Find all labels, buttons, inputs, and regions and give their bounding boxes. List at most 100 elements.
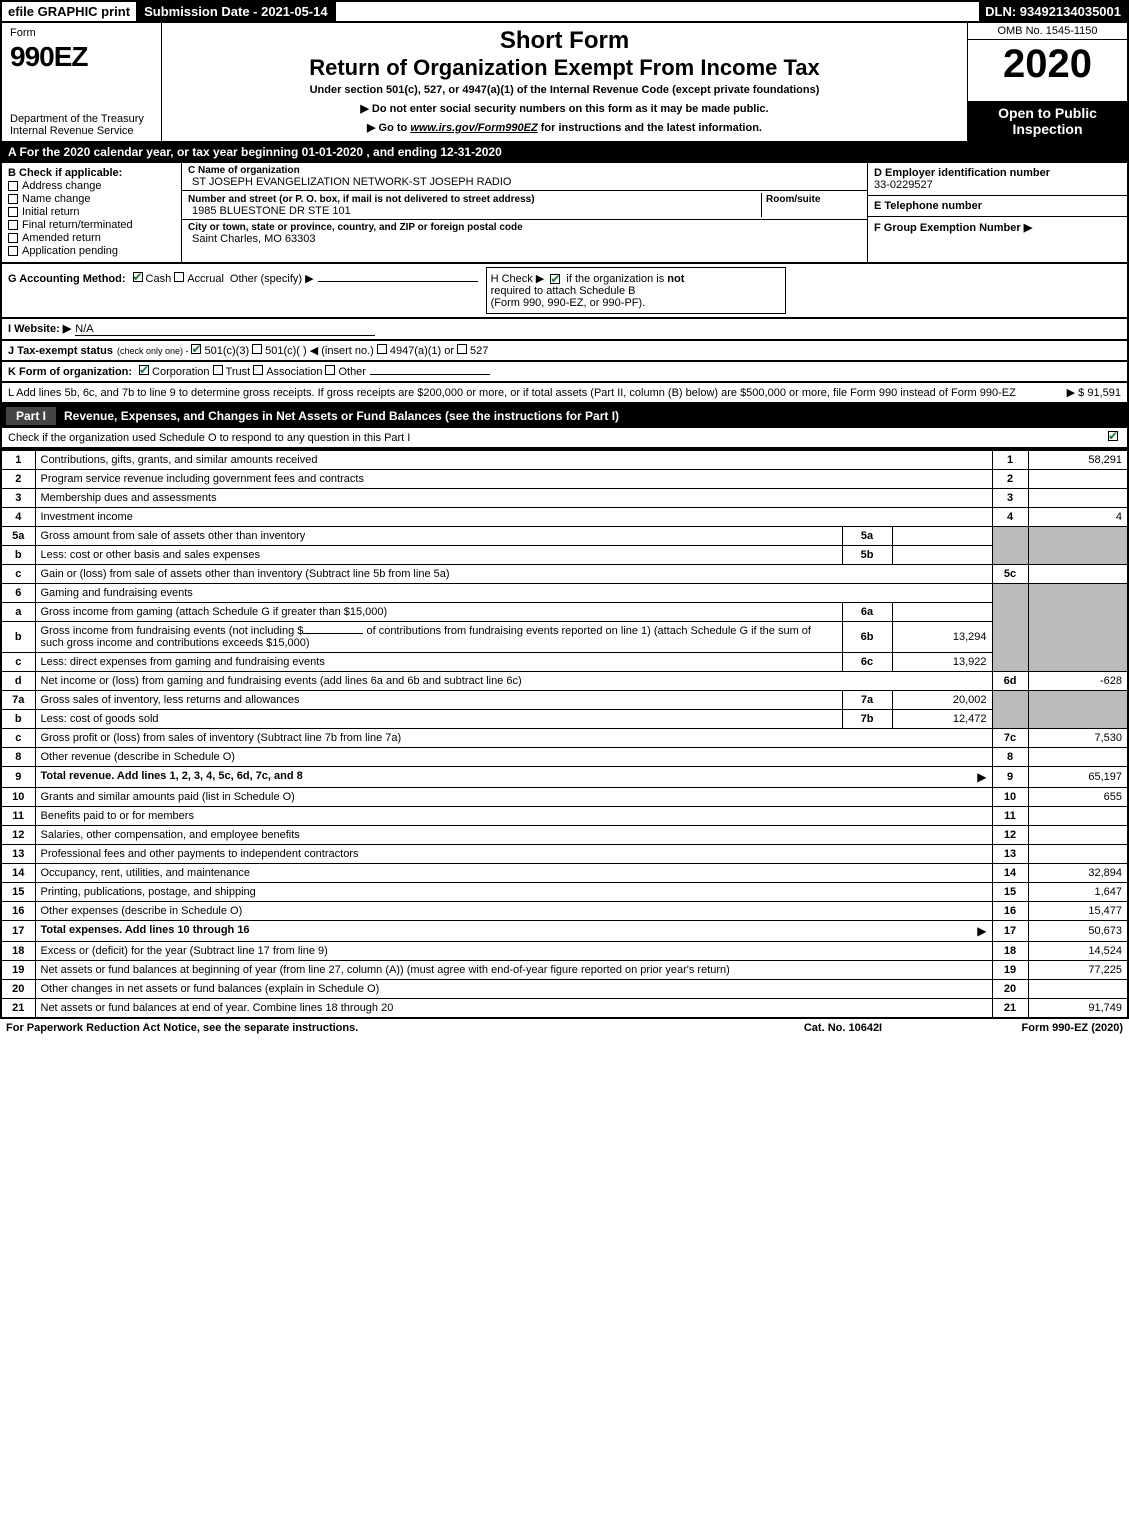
check-header: B Check if applicable: (8, 167, 175, 179)
row-l: L Add lines 5b, 6c, and 7b to line 9 to … (0, 383, 1129, 404)
table-row: cGain or (loss) from sale of assets othe… (1, 565, 1128, 584)
table-row: 5aGross amount from sale of assets other… (1, 527, 1128, 546)
table-row: 1Contributions, gifts, grants, and simil… (1, 450, 1128, 470)
footer-formno: Form 990-EZ (2020) (943, 1022, 1123, 1034)
g-accrual-checkbox[interactable] (174, 272, 184, 282)
val-21: 91,749 (1028, 999, 1128, 1019)
city-val: Saint Charles, MO 63303 (192, 233, 861, 245)
table-row: 14Occupancy, rent, utilities, and mainte… (1, 864, 1128, 883)
j-501c3-checkbox[interactable] (191, 344, 201, 354)
submission-date: Submission Date - 2021-05-14 (138, 2, 336, 21)
chk-final-return[interactable]: Final return/terminated (8, 219, 175, 231)
title-shortform: Short Form (500, 27, 629, 55)
k-other-checkbox[interactable] (325, 365, 335, 375)
k-trust-checkbox[interactable] (213, 365, 223, 375)
info-grid: B Check if applicable: Address change Na… (0, 163, 1129, 264)
addr-val: 1985 BLUESTONE DR STE 101 (192, 205, 351, 217)
part1-header: Part I Revenue, Expenses, and Changes in… (0, 404, 1129, 428)
g-other: Other (specify) ▶ (230, 272, 314, 285)
h-box: H Check ▶ if the organization is not req… (486, 267, 786, 314)
table-row: 15Printing, publications, postage, and s… (1, 883, 1128, 902)
e-tel-label: E Telephone number (874, 200, 1121, 212)
d-ein-val: 33-0229527 (874, 179, 1121, 191)
dln-label: DLN: 93492134035001 (979, 2, 1127, 21)
val-15: 1,647 (1028, 883, 1128, 902)
form-word: Form (10, 27, 153, 39)
k-other-field[interactable] (370, 374, 490, 375)
val-9: 65,197 (1028, 767, 1128, 788)
val-6c: 13,922 (892, 653, 992, 672)
table-row: 10Grants and similar amounts paid (list … (1, 788, 1128, 807)
g-other-field[interactable] (318, 281, 478, 282)
goto-link[interactable]: www.irs.gov/Form990EZ (410, 122, 537, 134)
tax-year: 2020 (968, 40, 1127, 101)
website-val: N/A (75, 323, 375, 336)
footer-left: For Paperwork Reduction Act Notice, see … (6, 1022, 743, 1034)
row-j: J Tax-exempt status (check only one) - 5… (0, 341, 1129, 362)
row-g-h: G Accounting Method: Cash Accrual Other … (0, 264, 1129, 319)
form-number: 990EZ (10, 41, 153, 73)
table-row: 4Investment income44 (1, 508, 1128, 527)
table-row: aGross income from gaming (attach Schedu… (1, 603, 1128, 622)
val-1: 58,291 (1028, 450, 1128, 470)
val-6b: 13,294 (892, 622, 992, 653)
table-row: bGross income from fundraising events (n… (1, 622, 1128, 653)
room-label: Room/suite (766, 194, 820, 205)
val-17: 50,673 (1028, 921, 1128, 942)
goto-post: for instructions and the latest informat… (541, 122, 762, 134)
val-14: 32,894 (1028, 864, 1128, 883)
val-7a: 20,002 (892, 691, 992, 710)
h-checkbox[interactable] (550, 274, 560, 284)
val-4: 4 (1028, 508, 1128, 527)
table-row: dNet income or (loss) from gaming and fu… (1, 672, 1128, 691)
part1-table: 1Contributions, gifts, grants, and simil… (0, 449, 1129, 1019)
h-text1: H Check ▶ (491, 273, 545, 285)
h-text2: if the organization is (566, 273, 664, 285)
val-16: 15,477 (1028, 902, 1128, 921)
table-row: 9Total revenue. Add lines 1, 2, 3, 4, 5c… (1, 767, 1128, 788)
j-4947-checkbox[interactable] (377, 344, 387, 354)
goto-pre: ▶ Go to (367, 122, 410, 134)
chk-application-pending[interactable]: Application pending (8, 245, 175, 257)
h-text4: (Form 990, 990-EZ, or 990-PF). (491, 297, 646, 309)
j-527-checkbox[interactable] (457, 344, 467, 354)
footer-catno: Cat. No. 10642I (743, 1022, 943, 1034)
k-corp-checkbox[interactable] (139, 365, 149, 375)
chk-initial-return[interactable]: Initial return (8, 206, 175, 218)
l-text: L Add lines 5b, 6c, and 7b to line 9 to … (8, 387, 1016, 399)
table-row: 18Excess or (deficit) for the year (Subt… (1, 942, 1128, 961)
form-header: Form 990EZ Department of the Treasury In… (0, 23, 1129, 143)
row-i: I Website: ▶ N/A (0, 319, 1129, 341)
k-assoc-checkbox[interactable] (253, 365, 263, 375)
chk-name-change[interactable]: Name change (8, 193, 175, 205)
part1-sub: Check if the organization used Schedule … (0, 428, 1129, 449)
open-public-inspection: Open to Public Inspection (968, 101, 1127, 141)
chk-address-change[interactable]: Address change (8, 180, 175, 192)
j-label: J Tax-exempt status (8, 345, 113, 357)
val-19: 77,225 (1028, 961, 1128, 980)
val-18: 14,524 (1028, 942, 1128, 961)
g-label: G Accounting Method: (8, 273, 126, 285)
org-name: ST JOSEPH EVANGELIZATION NETWORK-ST JOSE… (192, 176, 861, 188)
part1-tag: Part I (6, 407, 56, 425)
table-row: 7aGross sales of inventory, less returns… (1, 691, 1128, 710)
schedule-o-checkbox[interactable] (1108, 431, 1118, 441)
g-accrual: Accrual (187, 273, 224, 285)
table-row: 12Salaries, other compensation, and empl… (1, 826, 1128, 845)
table-row: bLess: cost of goods sold7b12,472 (1, 710, 1128, 729)
table-row: 13Professional fees and other payments t… (1, 845, 1128, 864)
table-row: 20Other changes in net assets or fund ba… (1, 980, 1128, 999)
department-label: Department of the Treasury Internal Reve… (10, 113, 153, 137)
table-row: 21Net assets or fund balances at end of … (1, 999, 1128, 1019)
efile-print-label[interactable]: efile GRAPHIC print (2, 2, 138, 21)
chk-amended-return[interactable]: Amended return (8, 232, 175, 244)
tax-period-row: A For the 2020 calendar year, or tax yea… (0, 143, 1129, 163)
g-cash-checkbox[interactable] (133, 272, 143, 282)
h-not: not (667, 273, 684, 285)
table-row: cGross profit or (loss) from sales of in… (1, 729, 1128, 748)
table-row: 16Other expenses (describe in Schedule O… (1, 902, 1128, 921)
city-label: City or town, state or province, country… (188, 222, 861, 233)
h-text3: required to attach Schedule B (491, 285, 636, 297)
j-501c-checkbox[interactable] (252, 344, 262, 354)
val-6d: -628 (1028, 672, 1128, 691)
